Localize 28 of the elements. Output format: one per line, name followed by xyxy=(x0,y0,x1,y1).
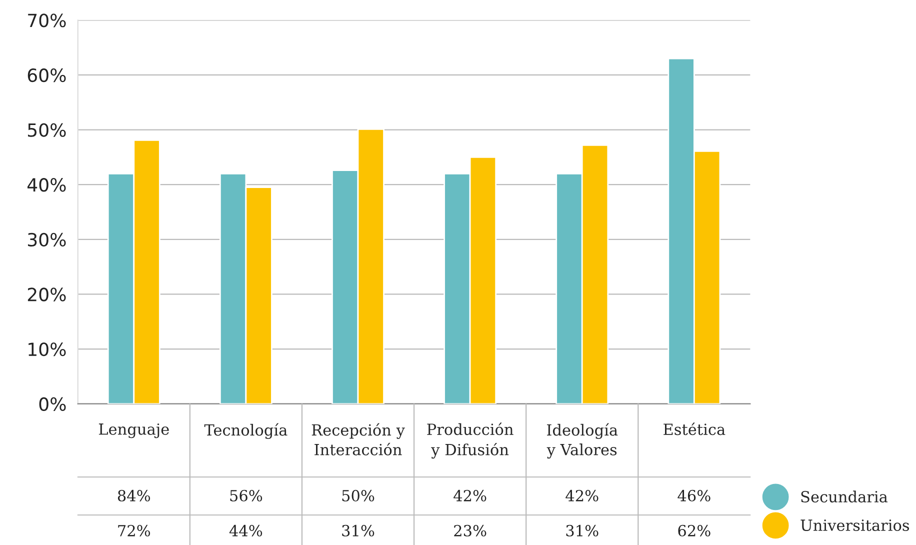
x-tick-label: Ideología y Valores xyxy=(546,423,618,459)
text: 62% xyxy=(678,524,710,536)
text: 84% xyxy=(118,490,150,502)
x-tick-label: Lenguaje xyxy=(98,423,169,438)
x-tick-label: Estética xyxy=(664,422,726,436)
text: 31% xyxy=(342,524,374,536)
y-tick-label: 30% xyxy=(28,232,66,247)
x-tick-label: Producción y Difusión xyxy=(427,422,514,459)
legend-label: Universitarios xyxy=(800,520,910,532)
text: 23% xyxy=(454,524,486,536)
text: 56% xyxy=(230,490,262,502)
text: 42% xyxy=(454,490,486,502)
text: 31% xyxy=(566,524,598,536)
text: 46% xyxy=(678,490,710,502)
legend-label: Secundaria xyxy=(801,490,888,502)
y-tick-label: 0% xyxy=(39,397,66,411)
text: 44% xyxy=(229,524,262,536)
y-tick-label: 60% xyxy=(28,68,66,82)
x-tick-label: Recepción y Interacción xyxy=(312,423,405,456)
text: 50% xyxy=(342,490,374,502)
text: 72% xyxy=(118,524,150,536)
x-tick-label: Tecnología xyxy=(204,423,288,439)
y-tick-label: 10% xyxy=(28,342,66,356)
y-tick-label: 70% xyxy=(28,14,66,28)
text: 42% xyxy=(566,490,598,502)
y-tick-label: 50% xyxy=(28,123,66,137)
y-tick-label: 20% xyxy=(28,288,66,302)
y-tick-label: 40% xyxy=(28,178,66,192)
